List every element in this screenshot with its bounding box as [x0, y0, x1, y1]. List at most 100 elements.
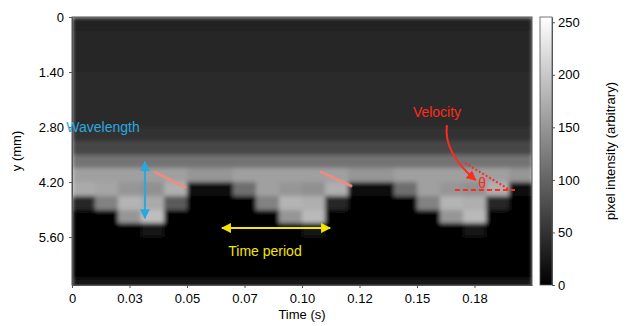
cell — [164, 141, 188, 155]
y-axis: 01.402.804.205.60 — [39, 10, 73, 286]
cell — [509, 278, 532, 285]
cell — [440, 72, 464, 86]
cell — [371, 58, 395, 72]
colorbar-tick: 200 — [552, 67, 580, 82]
cell — [348, 182, 372, 196]
cell — [187, 141, 211, 155]
cell — [486, 210, 510, 224]
cell — [348, 31, 372, 45]
x-tick-label: 0.15 — [405, 291, 430, 306]
cell — [394, 72, 418, 86]
cell — [440, 168, 464, 182]
cell — [302, 196, 326, 210]
cell — [279, 223, 303, 237]
cell — [95, 251, 119, 265]
cell — [164, 251, 188, 265]
cell — [164, 17, 188, 31]
cell — [72, 251, 96, 265]
cell — [463, 210, 487, 224]
cell — [95, 100, 119, 114]
cell — [371, 223, 395, 237]
cell — [164, 113, 188, 127]
cell — [141, 58, 165, 72]
x-tick-label: 0.05 — [175, 291, 200, 306]
cell — [233, 17, 257, 31]
y-tick-mark — [69, 17, 72, 18]
y-tick: 0 — [57, 10, 72, 25]
cell — [95, 31, 119, 45]
cell — [141, 141, 165, 155]
cell — [348, 58, 372, 72]
annotation-label: Velocity — [413, 104, 461, 120]
y-tick: 4.20 — [39, 175, 72, 190]
cell — [325, 251, 349, 265]
x-tick: 0.05 — [175, 285, 200, 306]
cell — [348, 17, 372, 31]
cell — [463, 251, 487, 265]
cell — [394, 31, 418, 45]
cell — [95, 265, 119, 279]
x-tick-mark — [360, 285, 361, 288]
cell — [118, 196, 142, 210]
cell — [325, 196, 349, 210]
cell — [394, 127, 418, 141]
cell — [233, 72, 257, 86]
cell — [486, 113, 510, 127]
cell — [95, 58, 119, 72]
x-tick: 0.03 — [117, 285, 142, 306]
cell — [279, 72, 303, 86]
cell — [463, 100, 487, 114]
cell — [256, 100, 280, 114]
cell — [348, 196, 372, 210]
cell — [463, 113, 487, 127]
cell — [210, 155, 234, 169]
cell — [348, 223, 372, 237]
cell — [325, 127, 349, 141]
cell — [95, 86, 119, 100]
cell — [187, 278, 211, 285]
cell — [302, 72, 326, 86]
cell — [325, 58, 349, 72]
cell — [187, 31, 211, 45]
colorbar-tick-mark — [552, 75, 555, 76]
cell — [279, 196, 303, 210]
cell — [440, 196, 464, 210]
cell — [279, 58, 303, 72]
cell — [302, 155, 326, 169]
x-tick-mark — [130, 285, 131, 288]
cell — [95, 182, 119, 196]
cell — [371, 17, 395, 31]
cell — [233, 196, 257, 210]
cell — [164, 210, 188, 224]
colorbar-tick-label: 0 — [558, 278, 565, 293]
cell — [164, 223, 188, 237]
cell — [394, 237, 418, 251]
cell — [210, 31, 234, 45]
cell — [233, 210, 257, 224]
cell — [279, 17, 303, 31]
cell — [509, 168, 532, 182]
cell — [440, 45, 464, 59]
cell — [371, 265, 395, 279]
cell — [371, 127, 395, 141]
cell — [72, 278, 96, 285]
cell — [509, 223, 532, 237]
cell — [463, 31, 487, 45]
cell — [164, 31, 188, 45]
cell — [463, 127, 487, 141]
colorbar-tick-mark — [552, 22, 555, 23]
cell — [417, 278, 441, 285]
cell — [486, 100, 510, 114]
cell — [141, 72, 165, 86]
cell — [440, 278, 464, 285]
cell — [325, 155, 349, 169]
colorbar-tick-mark — [552, 180, 555, 181]
cell — [394, 251, 418, 265]
cell — [348, 278, 372, 285]
y-tick-mark — [69, 237, 72, 238]
y-tick-label: 0 — [57, 10, 64, 25]
cell — [417, 127, 441, 141]
cell — [72, 45, 96, 59]
cell — [417, 210, 441, 224]
cell — [118, 251, 142, 265]
